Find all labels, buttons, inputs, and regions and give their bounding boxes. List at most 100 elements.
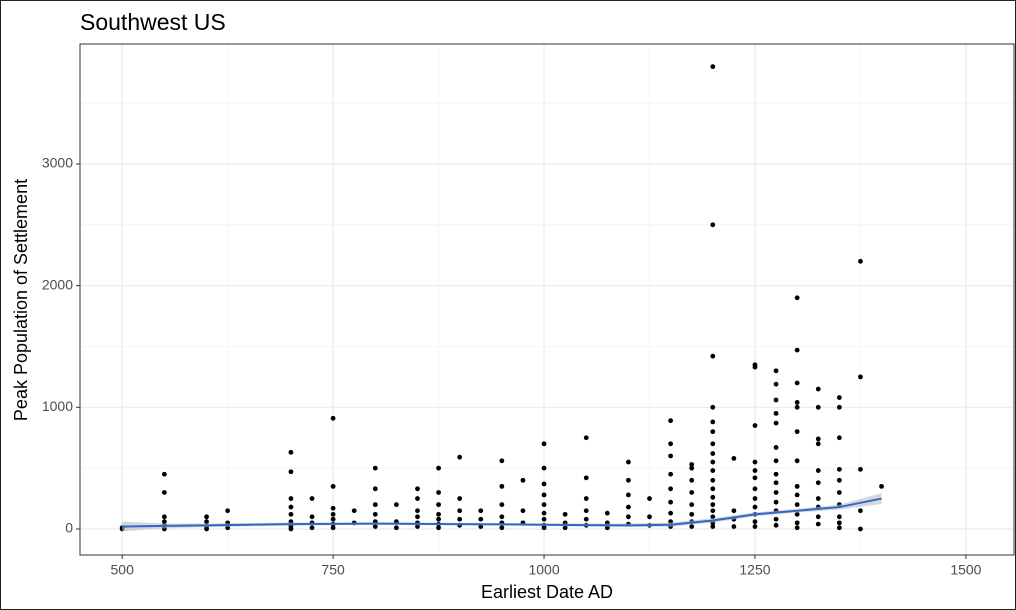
y-axis-title: Peak Population of Settlement [11,179,31,421]
point [752,519,758,525]
point [858,466,863,472]
point [626,504,631,510]
point [752,475,758,481]
point [393,502,399,508]
point [330,516,336,522]
point [309,525,315,531]
point [710,429,716,435]
point [309,496,315,501]
point [858,526,863,532]
point [773,368,779,374]
point [393,525,399,531]
point [309,514,315,520]
point [562,525,568,531]
chart-title: Southwest US [80,9,226,35]
point [836,490,842,495]
point [415,486,420,492]
point [836,466,842,472]
point [773,499,779,505]
point [773,410,779,416]
point [499,458,505,464]
point [879,483,884,489]
point [436,490,441,495]
y-tick-label: 0 [65,520,73,536]
point [436,465,441,471]
y-tick-label: 3000 [42,155,73,171]
point [752,486,758,492]
point [288,526,294,532]
point [541,465,547,471]
point [710,477,716,483]
point [836,404,842,410]
point [858,508,863,514]
point [858,258,863,264]
x-tick-label: 1250 [739,562,770,578]
y-tick-label: 2000 [42,276,73,292]
point [415,496,420,501]
point [773,445,779,450]
point [689,477,695,483]
point [710,419,716,425]
point [836,525,842,531]
point [372,511,378,517]
point [668,471,674,477]
point [541,481,547,487]
point [794,458,800,464]
point [541,510,547,516]
point [815,404,821,410]
point [710,514,716,520]
point [794,525,800,531]
point [499,525,505,531]
point [794,502,800,508]
point [752,364,758,370]
point [710,441,716,447]
x-tick-label: 1000 [528,562,559,578]
point [647,514,652,520]
point [478,516,484,522]
point [752,459,758,465]
point [710,468,716,473]
x-axis-title: Earliest Date AD [481,582,613,602]
point [583,475,589,481]
point [773,458,779,464]
point [794,492,800,498]
point [815,514,821,520]
point [161,490,167,495]
point [372,502,378,508]
point [731,524,737,529]
point [710,486,716,492]
point [794,347,800,353]
point [225,508,231,514]
point [161,519,167,525]
point [710,451,716,456]
plot-panel [80,44,1014,555]
point [330,415,336,421]
point [794,483,800,489]
point [815,521,821,527]
point [773,522,779,528]
point [794,511,800,517]
point [815,496,821,501]
point [752,423,758,428]
point [161,514,167,520]
point [689,490,695,495]
point [731,455,737,461]
point [499,514,505,520]
point [668,441,674,447]
point [541,492,547,498]
point [457,454,463,460]
point [710,502,716,508]
point [752,524,758,529]
point [668,453,674,459]
point [836,477,842,483]
point [436,525,441,531]
point [541,502,547,508]
point [372,524,378,529]
point [815,386,821,392]
point [773,490,779,495]
point [773,381,779,387]
point [752,468,758,473]
point [288,496,294,501]
point [604,510,610,516]
point [583,496,589,501]
